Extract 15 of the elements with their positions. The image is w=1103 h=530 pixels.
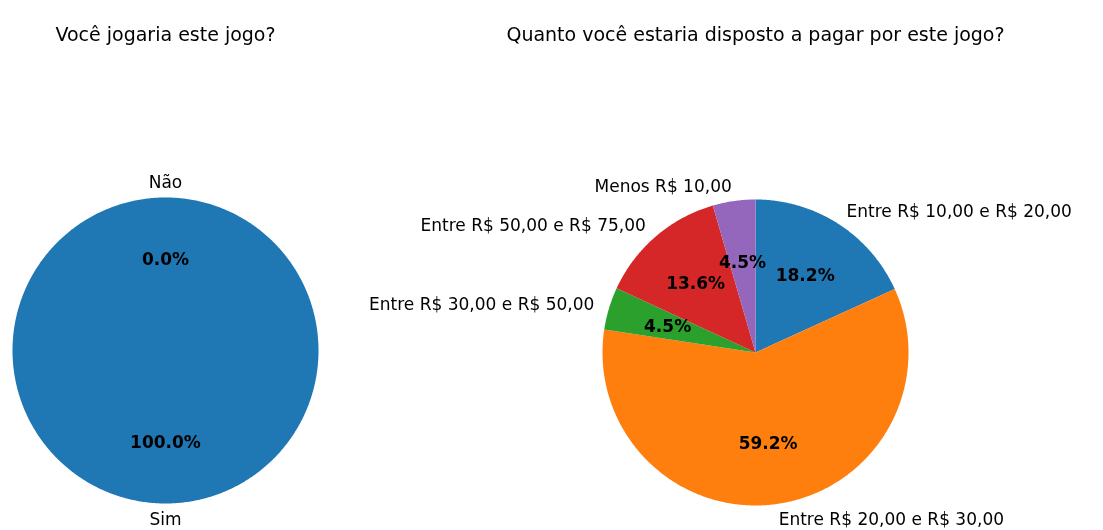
slice-label: Entre R$ 50,00 e R$ 75,00: [420, 214, 646, 235]
slice-label: Menos R$ 10,00: [594, 175, 732, 196]
slice-label: Entre R$ 10,00 e R$ 20,00: [846, 200, 1072, 221]
category-label: Não: [148, 172, 183, 193]
data-label: 100.0%: [130, 432, 201, 453]
slice-label: Entre R$ 30,00 e R$ 50,00: [369, 294, 595, 315]
data-label: 59.2%: [738, 433, 798, 454]
slice-label: Sim: [149, 508, 182, 529]
slice-label: Entre R$ 20,00 e R$ 30,00: [778, 509, 1005, 530]
data-label: 4.5%: [644, 316, 692, 337]
chart-title: Quanto você estaria disposto a pagar por este jogo?: [506, 22, 1005, 45]
chart-title: Você jogaria este jogo?: [55, 22, 276, 45]
text: 0.0%: [141, 248, 190, 269]
data-label: 18.2%: [775, 265, 835, 286]
data-label: 13.6%: [666, 272, 726, 293]
